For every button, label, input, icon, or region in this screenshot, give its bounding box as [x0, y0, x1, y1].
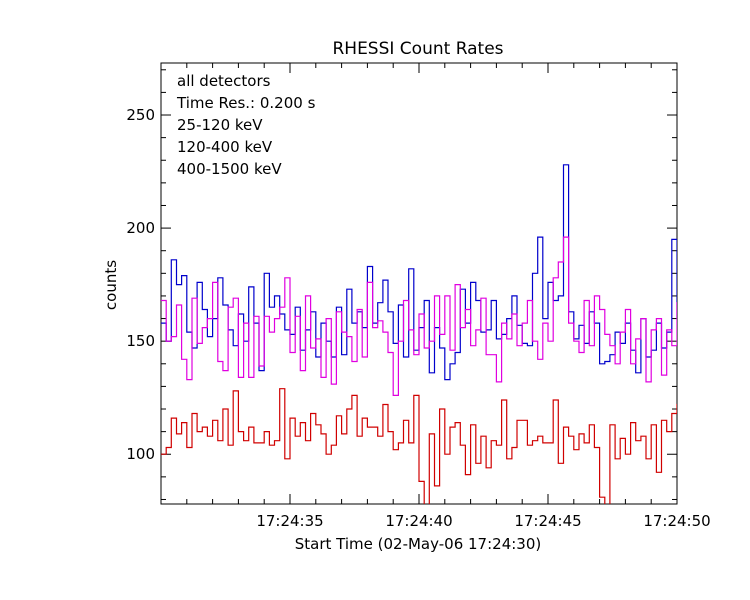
x-tick-label: 17:24:45 — [514, 512, 581, 530]
x-tick-label: 17:24:35 — [256, 512, 323, 530]
series-line-400-1500-kev — [161, 388, 677, 504]
y-tick-label: 100 — [126, 445, 155, 463]
chart-title: RHESSI Count Rates — [332, 39, 503, 59]
annotation-detectors: all detectors — [177, 72, 271, 90]
x-axis: 17:24:35 17:24:40 17:24:45 17:24:50 — [160, 63, 711, 530]
series-group — [161, 164, 677, 504]
legend-entry-120-400: 120-400 keV — [177, 138, 273, 156]
y-tick-label: 250 — [126, 106, 155, 124]
x-tick-label: 17:24:50 — [643, 512, 710, 530]
y-tick-label: 200 — [126, 219, 155, 237]
series-line-25-120-kev — [161, 164, 677, 381]
legend-entry-400-1500: 400-1500 keV — [177, 160, 282, 178]
x-axis-label: Start Time (02-May-06 17:24:30) — [295, 535, 541, 553]
y-axis-label: counts — [102, 260, 120, 310]
series-line-120-400-kev — [161, 236, 677, 396]
y-axis: 100 150 200 250 — [126, 69, 677, 500]
y-tick-label: 150 — [126, 332, 155, 350]
x-tick-label: 17:24:40 — [385, 512, 452, 530]
legend: all detectors Time Res.: 0.200 s 25-120 … — [176, 72, 316, 178]
annotation-time-resolution: Time Res.: 0.200 s — [176, 94, 316, 112]
legend-entry-25-120: 25-120 keV — [177, 116, 263, 134]
